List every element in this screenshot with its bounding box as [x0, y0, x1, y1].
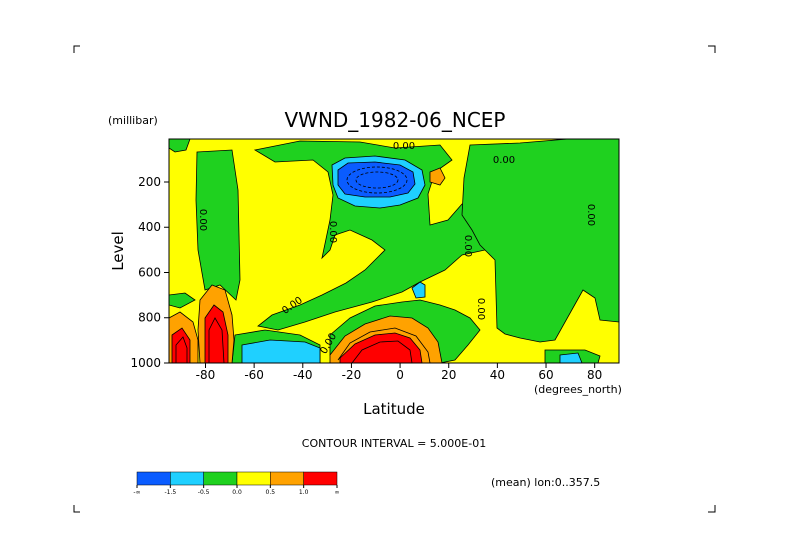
- crop-mark-top-left: [73, 45, 80, 53]
- x-tick-label: -80: [196, 368, 216, 382]
- contour-line-equatorial-1: [351, 340, 413, 363]
- x-tick-label: -40: [293, 368, 313, 382]
- x-tick-label: -60: [244, 368, 264, 382]
- cyan-region-bottom: [241, 339, 321, 363]
- contour-label-1: 0.00: [393, 141, 415, 152]
- x-axis-title: Latitude: [363, 400, 425, 418]
- y-axis-title: Level: [109, 231, 127, 271]
- colorbar-swatch: [236, 471, 271, 486]
- y-units-label: (millibar): [108, 114, 158, 127]
- x-tick-label: -20: [342, 368, 362, 382]
- blue-region-core: [337, 161, 416, 198]
- contour-label-3: 0.00: [197, 209, 208, 231]
- colorbar: -∞ -1.5 -0.5 0.0 0.5 1.0 ∞: [133, 471, 340, 496]
- orange-region-small: [429, 167, 446, 186]
- y-tick-label: 200: [138, 175, 161, 189]
- x-tick-label: 0: [396, 368, 404, 382]
- red-region-left-lobe-1: [171, 327, 191, 363]
- crop-marks: [73, 45, 716, 513]
- contour-label-5: 0.00: [462, 235, 473, 257]
- green-region-west-column: [195, 149, 241, 301]
- colorbar-tick-label: 1.0: [299, 489, 309, 496]
- green-region-right: [461, 139, 619, 343]
- footnote-mean-lon: (mean) lon:0..357.5: [491, 476, 600, 489]
- y-tick-label: 800: [138, 311, 161, 325]
- green-region-left-edge: [169, 292, 196, 309]
- colorbar-tick-label: 0.0: [232, 489, 242, 496]
- x-tick-label: 60: [538, 368, 553, 382]
- cyan-region-small: [411, 281, 426, 299]
- y-tick-label: 400: [138, 220, 161, 234]
- colorbar-tick-label: -0.5: [198, 489, 210, 496]
- contour-label-4: 0.00: [327, 221, 338, 243]
- x-axis: -80 -60 -40 -20 0 20 40 60 80: [196, 363, 602, 382]
- contour-interval-text: CONTOUR INTERVAL = 5.000E-01: [302, 437, 486, 450]
- red-region-equatorial: [339, 332, 423, 363]
- y-tick-label: 1000: [130, 356, 161, 370]
- contour-line-equatorial-2: [337, 327, 431, 363]
- colorbar-swatch: [203, 471, 238, 486]
- x-tick-label: 40: [490, 368, 505, 382]
- cyan-region-bottom-right: [559, 352, 583, 363]
- y-tick-label: 600: [138, 265, 161, 279]
- colorbar-swatch: [136, 471, 171, 486]
- contour-label-6: 0.00: [585, 204, 596, 226]
- x-units-label: (degrees_north): [534, 383, 622, 396]
- colorbar-tick-label: 0.5: [266, 489, 276, 496]
- x-tick-label: 80: [587, 368, 602, 382]
- crop-mark-bottom-left: [73, 505, 80, 513]
- crop-mark-top-right: [708, 45, 716, 53]
- dashed-contour-outer: [346, 166, 408, 194]
- contour-label-8: 0.00: [475, 298, 486, 320]
- contour-line-left-lobe-2: [208, 317, 225, 363]
- red-region-left-lobe-2: [204, 304, 229, 363]
- contour-label-2: 0.00: [493, 155, 515, 166]
- x-tick-label: 20: [441, 368, 456, 382]
- contour-line-left-lobe-1: [175, 336, 188, 363]
- colorbar-swatch: [170, 471, 204, 486]
- y-axis: 200 400 600 800 1000: [130, 175, 169, 370]
- colorbar-tick-label: ∞: [335, 489, 340, 496]
- green-region-central: [253, 140, 486, 331]
- green-region-top-left: [169, 139, 191, 153]
- crop-mark-bottom-right: [708, 505, 716, 513]
- positive-contour-lines: [175, 317, 431, 363]
- plot-frame: [168, 138, 620, 364]
- negative-contour-dashes: [346, 166, 408, 194]
- plot-area: [168, 138, 620, 364]
- colorbar-tick-label: -∞: [133, 489, 140, 496]
- dashed-contour-inner: [355, 171, 399, 189]
- colorbar-swatch: [270, 471, 304, 486]
- colorbar-tick-label: -1.5: [164, 489, 176, 496]
- chart-title: VWND_1982-06_NCEP: [284, 108, 505, 132]
- colorbar-swatch: [303, 471, 338, 486]
